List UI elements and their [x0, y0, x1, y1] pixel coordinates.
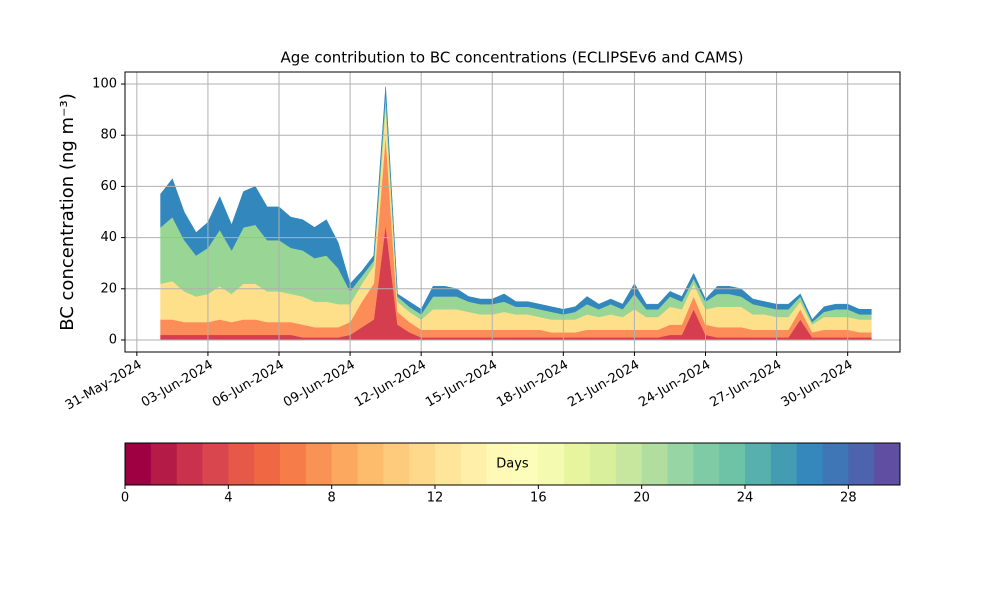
colorbar-tick-label: 8 [328, 491, 336, 506]
colorbar-swatch [822, 443, 849, 485]
y-tick-label: 0 [109, 332, 117, 347]
colorbar-swatch [745, 443, 772, 485]
colorbar-swatch [770, 443, 798, 485]
colorbar-swatch [719, 443, 746, 485]
colorbar-swatch [409, 443, 436, 485]
colorbar-frame [124, 442, 901, 486]
x-tick-label: 15-Jun-2024 [423, 358, 500, 411]
x-tick-label: 30-Jun-2024 [779, 358, 856, 411]
colorbar-swatch [254, 443, 281, 485]
y-tick-label: 80 [100, 128, 117, 143]
x-tick-label: 03-Jun-2024 [139, 358, 216, 411]
colorbar-swatch [150, 443, 178, 485]
colorbar-swatch [615, 443, 643, 485]
y-tick-label: 40 [100, 230, 117, 245]
colorbar-swatch [486, 443, 513, 485]
colorbar-tick-label: 0 [121, 491, 129, 506]
x-tick-label: 06-Jun-2024 [210, 358, 287, 411]
y-tick-label: 100 [92, 77, 117, 92]
colorbar-swatch [202, 443, 229, 485]
colorbar-swatch [564, 443, 591, 485]
y-tick-label: 20 [100, 281, 117, 296]
colorbar-tick-label: 16 [530, 491, 547, 506]
x-tick-label: 12-Jun-2024 [352, 358, 429, 411]
x-tick-label: 09-Jun-2024 [281, 358, 358, 411]
y-tick-label: 60 [100, 179, 117, 194]
colorbar-swatch [176, 443, 203, 485]
colorbar-swatch [383, 443, 410, 485]
x-tick-label: 27-Jun-2024 [708, 358, 785, 411]
x-tick-label: 31-May-2024 [63, 358, 145, 414]
colorbar-tick-label: 4 [224, 491, 232, 506]
colorbar-swatch [125, 443, 152, 485]
x-tick-label: 18-Jun-2024 [494, 358, 571, 411]
colorbar-swatch [796, 443, 823, 485]
colorbar-label: Days [496, 457, 529, 472]
plot-frame [124, 71, 901, 353]
colorbar-swatch [435, 443, 462, 485]
colorbar-swatch [280, 443, 307, 485]
area [160, 86, 872, 323]
colorbar-swatch [305, 443, 333, 485]
colorbar-swatch [460, 443, 488, 485]
colorbar-tick-label: 24 [737, 491, 754, 506]
chart-title: Age contribution to BC concentrations (E… [281, 49, 744, 67]
colorbar-swatch [693, 443, 720, 485]
colorbar-swatch [538, 443, 565, 485]
colorbar-swatch [357, 443, 384, 485]
colorbar-swatch [590, 443, 617, 485]
colorbar-swatch [848, 443, 875, 485]
colorbar-tick-label: 28 [840, 491, 857, 506]
colorbar-swatch [331, 443, 358, 485]
colorbar-tick-label: 20 [633, 491, 650, 506]
colorbar-swatch [874, 443, 901, 485]
colorbar-swatch [512, 443, 539, 485]
colorbar-swatch [667, 443, 694, 485]
colorbar-tick-label: 12 [427, 491, 444, 506]
x-tick-label: 24-Jun-2024 [636, 358, 713, 411]
colorbar-swatch [228, 443, 255, 485]
x-tick-label: 21-Jun-2024 [565, 358, 642, 411]
y-axis-label: BC concentration (ng m⁻³) [57, 93, 78, 331]
colorbar-swatch [641, 443, 668, 485]
